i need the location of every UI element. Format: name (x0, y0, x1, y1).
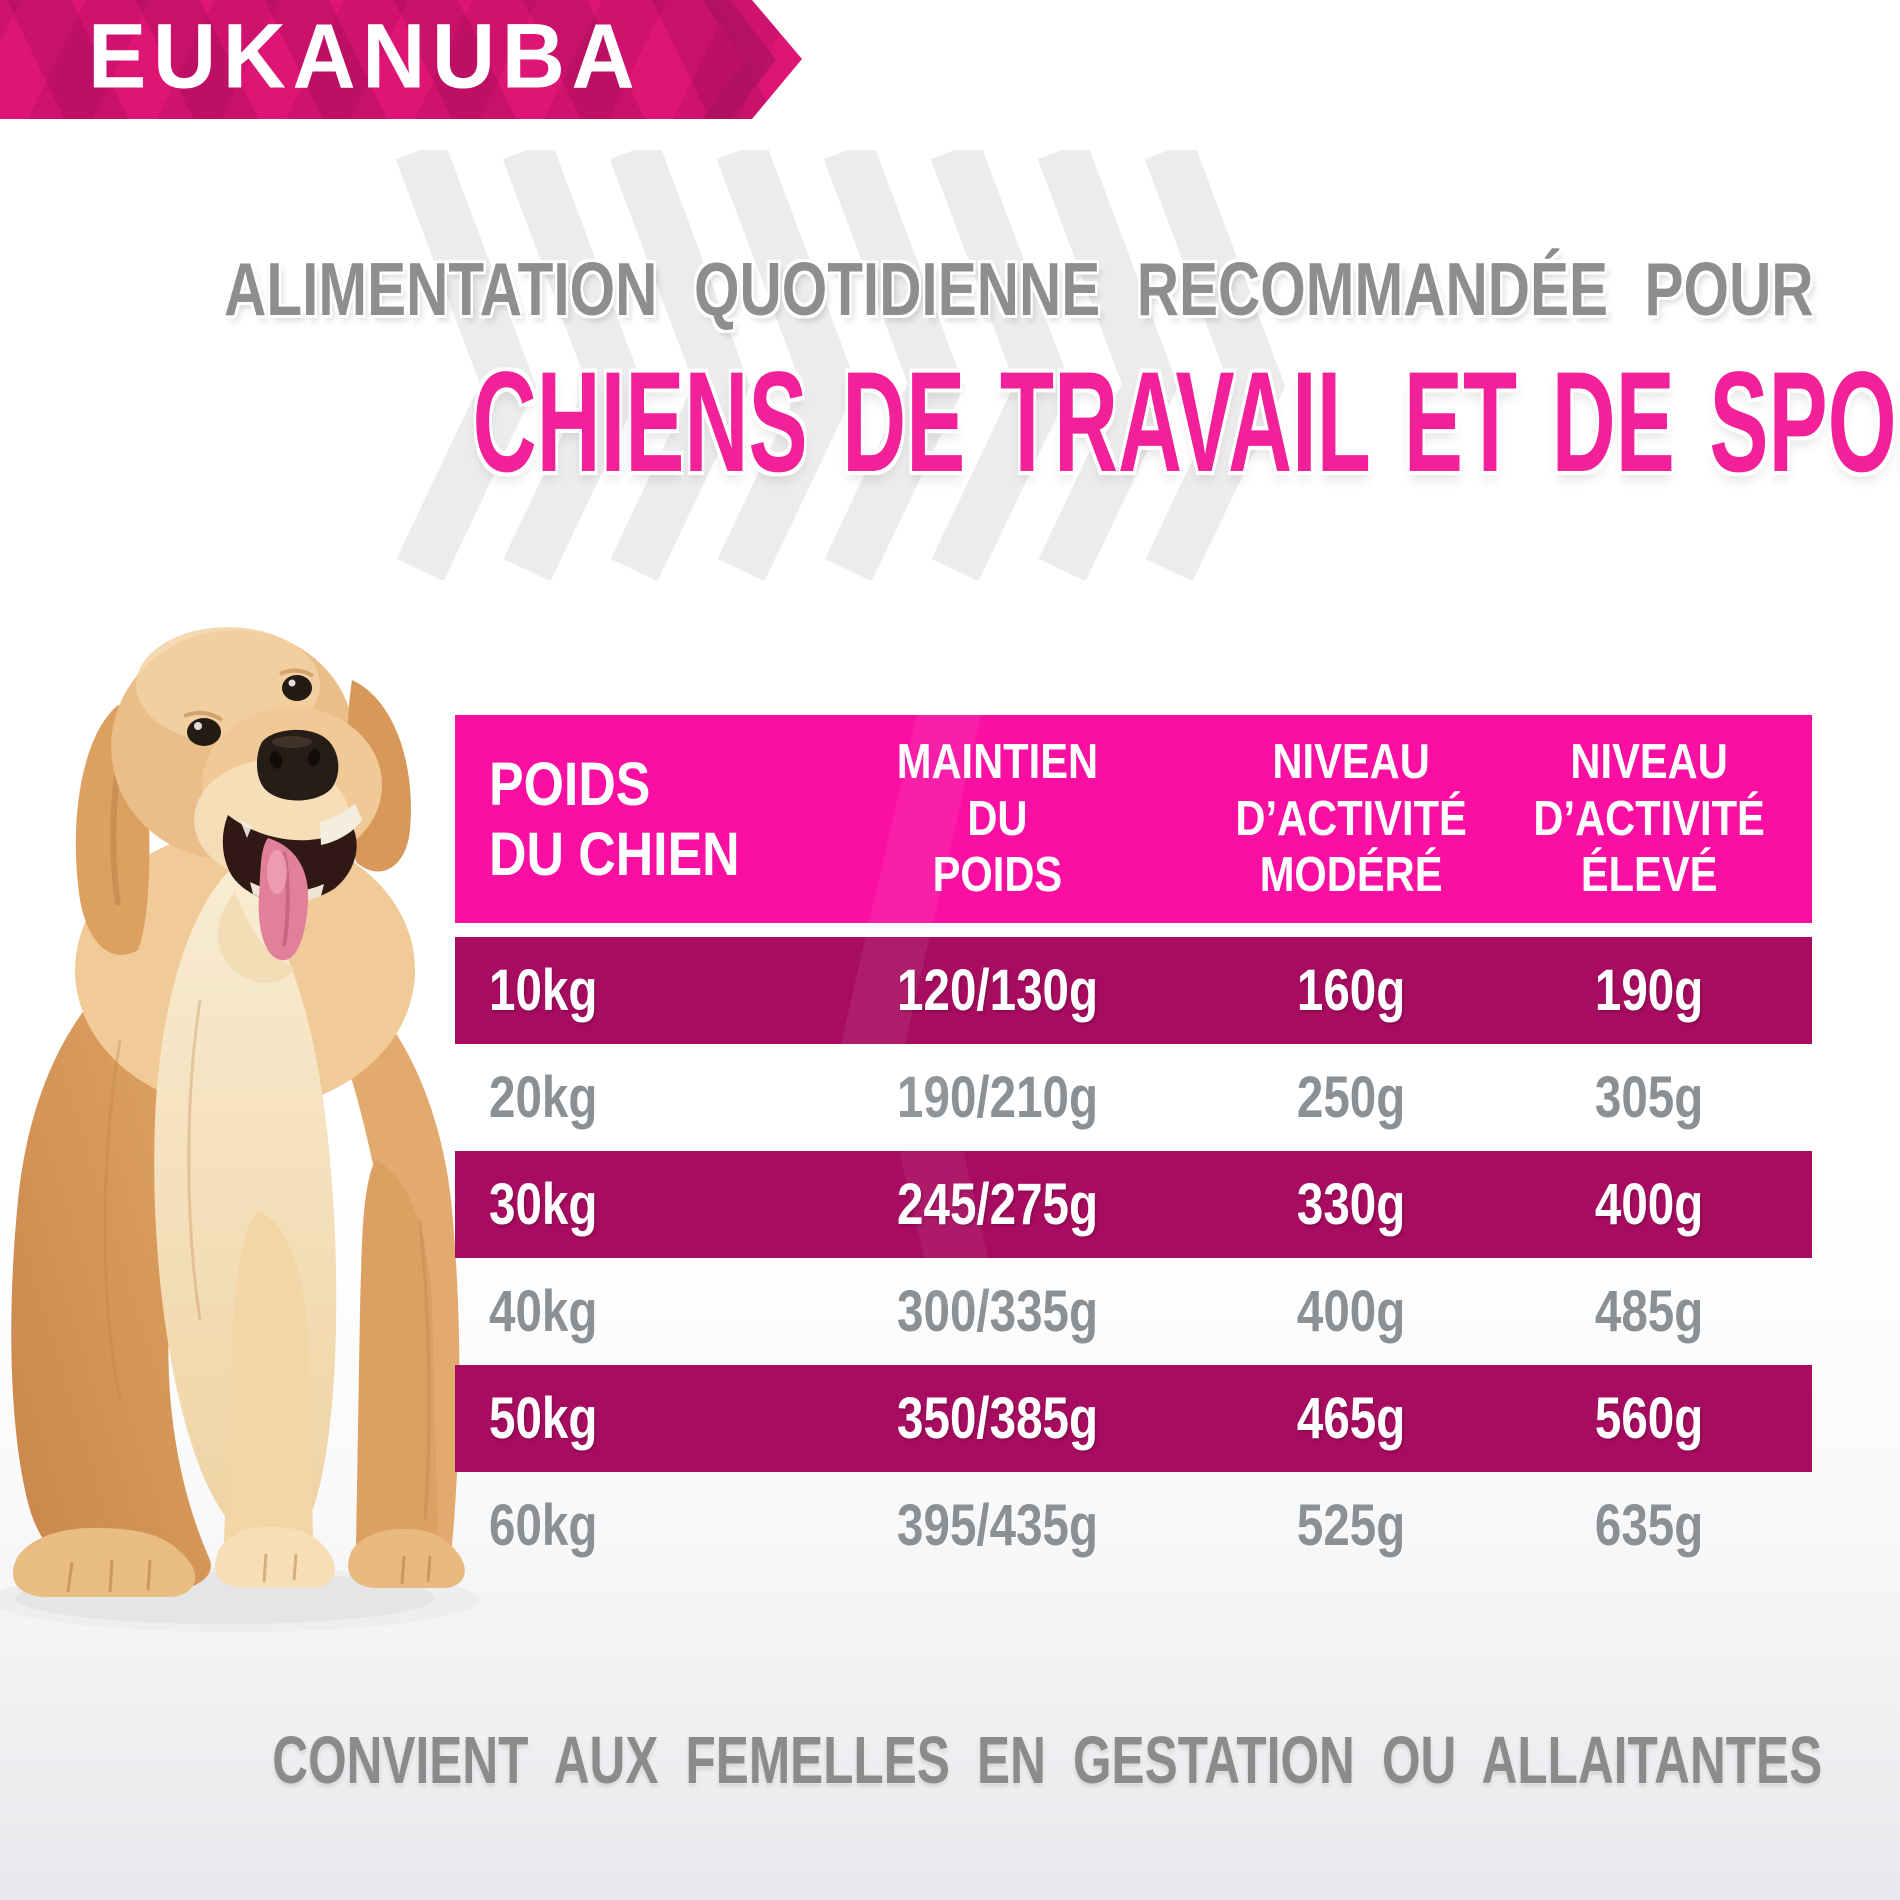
header-poids-du-chien: POIDS DU CHIEN (489, 749, 740, 888)
dog-tongue (258, 838, 309, 961)
title-line2: CHIENS DE TRAVAIL ET DE SPORT (472, 342, 1900, 502)
table-row: 20kg 190/210g 250g 305g (455, 1044, 1812, 1151)
cell-moderate: 160g (1296, 958, 1405, 1023)
cell-weight: 40kg (489, 1279, 598, 1344)
cell-maintain: 245/275g (897, 1172, 1099, 1237)
cell-weight: 50kg (489, 1386, 598, 1451)
cell-weight: 10kg (489, 958, 598, 1023)
title-line1: ALIMENTATION QUOTIDIENNE RECOMMANDÉE POU… (224, 247, 1814, 331)
cell-maintain: 190/210g (897, 1065, 1099, 1130)
dog-body (11, 830, 465, 1597)
table-row: 40kg 300/335g 400g 485g (455, 1258, 1812, 1365)
cell-maintain: 395/435g (897, 1493, 1099, 1558)
brand-banner: EUKANUBA (0, 0, 802, 119)
table-row: 10kg 120/130g 160g 190g (455, 937, 1812, 1044)
dog-nose (256, 729, 339, 801)
cell-moderate: 525g (1296, 1493, 1405, 1558)
cell-weight: 60kg (489, 1493, 598, 1558)
banner-diamond-pattern (0, 0, 802, 119)
cell-moderate: 465g (1296, 1386, 1405, 1451)
header-maintien-du-poids: MAINTIEN DU POIDS (897, 734, 1099, 903)
cell-high: 190g (1594, 958, 1704, 1023)
cell-high: 560g (1594, 1386, 1704, 1451)
cell-moderate: 330g (1296, 1172, 1405, 1237)
feeding-table: POIDS DU CHIEN MAINTIEN DU POIDS NIVEAU D’AC… (455, 715, 1812, 1579)
header-activite-eleve: NIVEAU D’ACTIVITÉ ÉLEVÉ (1533, 734, 1765, 903)
table-row: 30kg 245/275g 330g 400g (455, 1151, 1812, 1258)
cell-maintain: 350/385g (897, 1386, 1099, 1451)
footer-note: CONVIENT AUX FEMELLES EN GESTATION OU AL… (272, 1723, 1823, 1798)
title-block: ALIMENTATION QUOTIDIENNE RECOMMANDÉE POU… (0, 247, 1900, 502)
dog-eye-right (279, 668, 315, 701)
cell-weight: 20kg (489, 1065, 598, 1130)
golden-retriever-photo (0, 627, 480, 1632)
cell-high: 305g (1594, 1065, 1704, 1130)
cell-high: 400g (1594, 1172, 1704, 1237)
cell-moderate: 400g (1296, 1279, 1405, 1344)
dog-eye-left (183, 710, 224, 746)
dog-head (75, 627, 411, 983)
brand-logo: EUKANUBA (88, 4, 642, 107)
banner-tip-chevron-icon (702, 0, 776, 119)
cell-maintain: 120/130g (897, 958, 1099, 1023)
table-header-row: POIDS DU CHIEN MAINTIEN DU POIDS NIVEAU D’AC… (455, 715, 1812, 923)
cell-weight: 30kg (489, 1172, 598, 1237)
cell-high: 635g (1594, 1493, 1704, 1558)
table-row: 50kg 350/385g 465g 560g (455, 1365, 1812, 1472)
table-row: 60kg 395/435g 525g 635g (455, 1472, 1812, 1579)
cell-moderate: 250g (1296, 1065, 1405, 1130)
header-activite-modere: NIVEAU D’ACTIVITÉ MODÉRÉ (1235, 734, 1467, 903)
background-chevrons-decoration (395, 150, 1286, 580)
cell-maintain: 300/335g (897, 1279, 1099, 1344)
cell-high: 485g (1594, 1279, 1704, 1344)
dog-mouth (217, 803, 362, 983)
